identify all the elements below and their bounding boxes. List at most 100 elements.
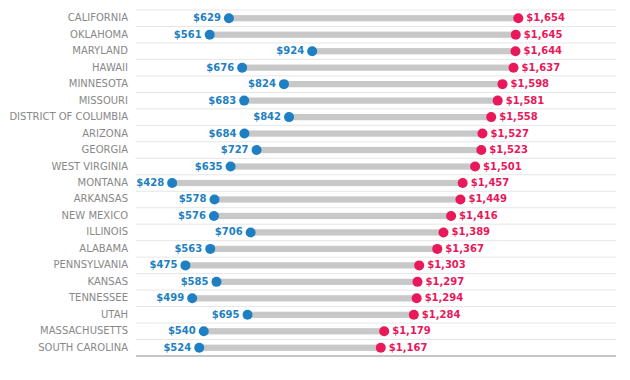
high-dot	[409, 310, 419, 320]
row-separator	[136, 108, 616, 109]
category-label: MONTANA	[78, 177, 129, 188]
high-dot	[379, 326, 389, 336]
range-bar	[244, 97, 498, 103]
row-separator	[136, 125, 616, 126]
high-dot	[477, 129, 487, 139]
row-separator	[136, 10, 616, 11]
low-label: $924	[276, 45, 304, 56]
low-dot	[199, 326, 209, 336]
range-bar	[244, 130, 482, 136]
high-label: $1,501	[483, 161, 522, 172]
low-label: $563	[174, 243, 202, 254]
x-axis-line	[136, 356, 616, 357]
high-dot	[511, 30, 521, 40]
low-dot	[307, 46, 317, 56]
low-dot	[237, 63, 247, 73]
range-bar	[210, 32, 516, 38]
high-label: $1,167	[389, 342, 428, 353]
range-bar	[231, 163, 476, 169]
high-label: $1,581	[506, 95, 545, 106]
category-label: GEORGIA	[82, 144, 129, 155]
range-bar	[248, 312, 414, 318]
range-bar	[229, 15, 518, 21]
category-label: CALIFORNIA	[68, 12, 128, 23]
low-dot	[167, 178, 177, 188]
low-label: $842	[253, 111, 281, 122]
low-label: $683	[208, 95, 236, 106]
high-dot	[458, 178, 468, 188]
category-label: DISTRICT OF COLUMBIA	[9, 111, 128, 122]
high-label: $1,598	[510, 78, 549, 89]
high-dot	[455, 194, 465, 204]
low-dot	[205, 30, 215, 40]
range-bar	[214, 213, 451, 219]
high-label: $1,294	[425, 292, 464, 303]
high-dot	[510, 46, 520, 56]
high-label: $1,297	[426, 276, 465, 287]
low-dot	[226, 162, 236, 172]
low-label: $676	[206, 62, 234, 73]
range-bar	[289, 114, 491, 120]
range-bar	[242, 65, 513, 71]
high-label: $1,416	[459, 210, 498, 221]
low-label: $499	[156, 292, 184, 303]
high-label: $1,523	[489, 144, 528, 155]
category-label: UTAH	[101, 309, 128, 320]
low-dot	[252, 145, 262, 155]
row-separator	[136, 59, 616, 60]
range-bar	[312, 48, 515, 54]
high-dot	[513, 13, 523, 23]
high-label: $1,654	[526, 12, 565, 23]
low-dot	[209, 211, 219, 221]
low-dot	[180, 260, 190, 270]
row-separator	[136, 273, 616, 274]
category-label: ILLINOIS	[86, 226, 128, 237]
range-bar	[216, 279, 417, 285]
low-dot	[194, 343, 204, 353]
high-label: $1,367	[445, 243, 484, 254]
range-bar	[204, 328, 384, 334]
row-separator	[136, 356, 616, 357]
low-dot	[239, 129, 249, 139]
low-label: $695	[212, 309, 240, 320]
category-label: ALABAMA	[79, 243, 128, 254]
data-labels: $629$561$924$676$824$683$842$684$727$635…	[136, 12, 565, 353]
row-separator	[136, 240, 616, 241]
low-label: $578	[179, 193, 207, 204]
high-dot	[493, 96, 503, 106]
row-separator	[136, 75, 616, 76]
category-labels: CALIFORNIAOKLAHOMAMARYLANDHAWAIIMINNESOT…	[9, 12, 128, 353]
grid	[136, 10, 616, 356]
low-label: $727	[221, 144, 249, 155]
category-label: MASSACHUSETTS	[40, 325, 128, 336]
low-dot	[243, 310, 253, 320]
range-bar	[214, 196, 460, 202]
low-label: $585	[181, 276, 209, 287]
category-label: TENNESSEE	[68, 292, 128, 303]
category-label: WEST VIRGINIA	[51, 161, 128, 172]
high-dot	[412, 293, 422, 303]
high-label: $1,284	[422, 309, 461, 320]
high-dot	[432, 244, 442, 254]
high-label: $1,179	[392, 325, 431, 336]
low-dot	[224, 13, 234, 23]
high-label: $1,527	[490, 128, 529, 139]
row-separator	[136, 257, 616, 258]
low-label: $824	[248, 78, 276, 89]
low-label: $561	[174, 29, 202, 40]
high-dot	[446, 211, 456, 221]
high-label: $1,645	[524, 29, 563, 40]
row-separator	[136, 339, 616, 340]
low-label: $576	[178, 210, 206, 221]
chart-container: CALIFORNIAOKLAHOMAMARYLANDHAWAIIMINNESOT…	[0, 0, 630, 380]
high-dot	[438, 227, 448, 237]
high-dot	[414, 260, 424, 270]
low-dot	[239, 96, 249, 106]
low-label: $524	[163, 342, 191, 353]
high-label: $1,457	[471, 177, 510, 188]
range-bar	[192, 295, 416, 301]
high-label: $1,449	[468, 193, 507, 204]
low-dot	[279, 79, 289, 89]
high-dot	[497, 79, 507, 89]
high-dot	[376, 343, 386, 353]
